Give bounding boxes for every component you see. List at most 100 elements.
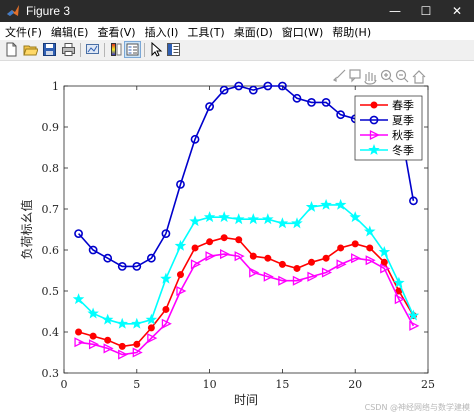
data-point bbox=[205, 102, 214, 111]
x-axis-label: 时间 bbox=[234, 393, 258, 407]
menu-view[interactable]: 查看(V) bbox=[97, 26, 136, 39]
y-tick-label: 0.7 bbox=[42, 203, 60, 216]
data-point bbox=[248, 85, 258, 95]
print-icon[interactable] bbox=[61, 42, 76, 57]
line-chart: 0 5 10 15 20 25 0.3 0.4 0.5 0.6 0.7 0.8 0.9 1 时间 负荷标幺值 春… bbox=[19, 69, 470, 412]
data-point bbox=[160, 272, 172, 284]
data-point bbox=[291, 217, 303, 229]
series-1 bbox=[75, 234, 417, 350]
data-point bbox=[247, 213, 260, 225]
new-figure-icon[interactable] bbox=[4, 42, 19, 57]
data-point bbox=[116, 317, 129, 329]
save-icon[interactable] bbox=[42, 42, 57, 57]
data-tips-icon[interactable] bbox=[349, 69, 361, 83]
data-point bbox=[161, 229, 171, 238]
y-axis-label: 负荷标幺值 bbox=[19, 199, 34, 259]
menu-bar: 文件(F) 编辑(E) 查看(V) 插入(I) 工具(T) 桌面(D) 窗口(W) 帮助(H) bbox=[0, 22, 474, 40]
data-point bbox=[249, 267, 260, 278]
data-point bbox=[336, 110, 346, 120]
data-point bbox=[88, 339, 100, 350]
colorbar-icon[interactable] bbox=[108, 42, 123, 57]
y-tick-label: 1 bbox=[52, 80, 59, 93]
menu-insert[interactable]: 插入(I) bbox=[144, 26, 179, 39]
legend-icon[interactable] bbox=[124, 41, 141, 58]
data-point bbox=[75, 328, 83, 336]
data-point bbox=[118, 349, 129, 360]
data-point bbox=[174, 239, 187, 251]
data-point bbox=[336, 259, 347, 270]
data-point bbox=[87, 307, 99, 319]
zoom-out-icon[interactable] bbox=[395, 69, 409, 83]
figure-toolbar bbox=[0, 40, 474, 61]
zoom-in-icon[interactable] bbox=[380, 69, 394, 83]
data-point bbox=[263, 271, 274, 282]
data-point bbox=[278, 275, 289, 286]
menu-desktop[interactable]: 桌面(D) bbox=[233, 26, 273, 39]
open-file-icon[interactable] bbox=[23, 42, 38, 57]
legend-label: 夏季 bbox=[392, 114, 414, 127]
home-icon[interactable] bbox=[412, 70, 426, 84]
data-point bbox=[176, 180, 185, 189]
menu-tools[interactable]: 工具(T) bbox=[187, 26, 225, 39]
data-point bbox=[366, 244, 374, 252]
data-point bbox=[146, 253, 156, 263]
y-tick-label: 0.8 bbox=[42, 162, 60, 175]
data-point bbox=[264, 254, 272, 262]
title-bar: Figure 3 — ☐ ✕ bbox=[0, 0, 474, 22]
data-point bbox=[322, 254, 330, 262]
property-inspector-icon[interactable] bbox=[166, 42, 181, 57]
data-point bbox=[147, 324, 155, 332]
data-point bbox=[132, 261, 142, 271]
data-point bbox=[407, 309, 420, 321]
data-point bbox=[235, 236, 243, 244]
data-point bbox=[393, 276, 405, 288]
data-point bbox=[320, 198, 332, 210]
data-point bbox=[133, 340, 141, 348]
data-point bbox=[131, 317, 143, 329]
data-point bbox=[219, 85, 229, 95]
menu-window[interactable]: 窗口(W) bbox=[281, 26, 324, 39]
data-point bbox=[232, 213, 245, 225]
data-point bbox=[189, 215, 201, 227]
series-4 bbox=[72, 198, 420, 329]
data-point bbox=[118, 342, 126, 350]
data-point bbox=[176, 271, 184, 279]
legend-marker bbox=[369, 129, 380, 141]
x-tick-label: 20 bbox=[348, 378, 362, 391]
data-point bbox=[307, 98, 316, 107]
brush-icon[interactable] bbox=[332, 69, 346, 82]
data-point bbox=[220, 249, 231, 260]
menu-help[interactable]: 帮助(H) bbox=[332, 26, 372, 39]
x-tick-label: 0 bbox=[61, 378, 68, 391]
data-point bbox=[365, 255, 376, 266]
data-point bbox=[409, 196, 418, 206]
legend-label: 秋季 bbox=[392, 128, 414, 142]
data-point bbox=[190, 134, 200, 144]
y-tick-label: 0.9 bbox=[42, 121, 60, 134]
y-tick-label: 0.5 bbox=[42, 285, 60, 298]
data-point bbox=[206, 238, 214, 246]
data-point bbox=[249, 252, 257, 260]
pan-icon[interactable] bbox=[364, 72, 377, 85]
menu-file[interactable]: 文件(F) bbox=[5, 26, 42, 39]
data-point bbox=[190, 259, 201, 270]
menu-edit[interactable]: 编辑(E) bbox=[50, 26, 89, 39]
data-point bbox=[191, 244, 199, 252]
data-point bbox=[203, 211, 216, 223]
data-point bbox=[351, 253, 362, 264]
maximize-button[interactable]: ☐ bbox=[420, 4, 432, 18]
toolbar-separator bbox=[80, 43, 81, 57]
minimize-button[interactable]: — bbox=[389, 4, 401, 18]
data-point bbox=[205, 251, 216, 262]
y-tick-label: 0.4 bbox=[42, 326, 60, 339]
data-point bbox=[363, 225, 376, 237]
close-button[interactable]: ✕ bbox=[451, 4, 463, 18]
watermark: CSDN @神经网络与数学建模 bbox=[365, 402, 470, 412]
data-point bbox=[337, 244, 345, 252]
data-point bbox=[162, 305, 170, 313]
edit-plot-icon[interactable] bbox=[148, 42, 163, 57]
data-point bbox=[132, 347, 143, 358]
data-point bbox=[161, 318, 172, 329]
link-icon[interactable] bbox=[85, 42, 100, 57]
